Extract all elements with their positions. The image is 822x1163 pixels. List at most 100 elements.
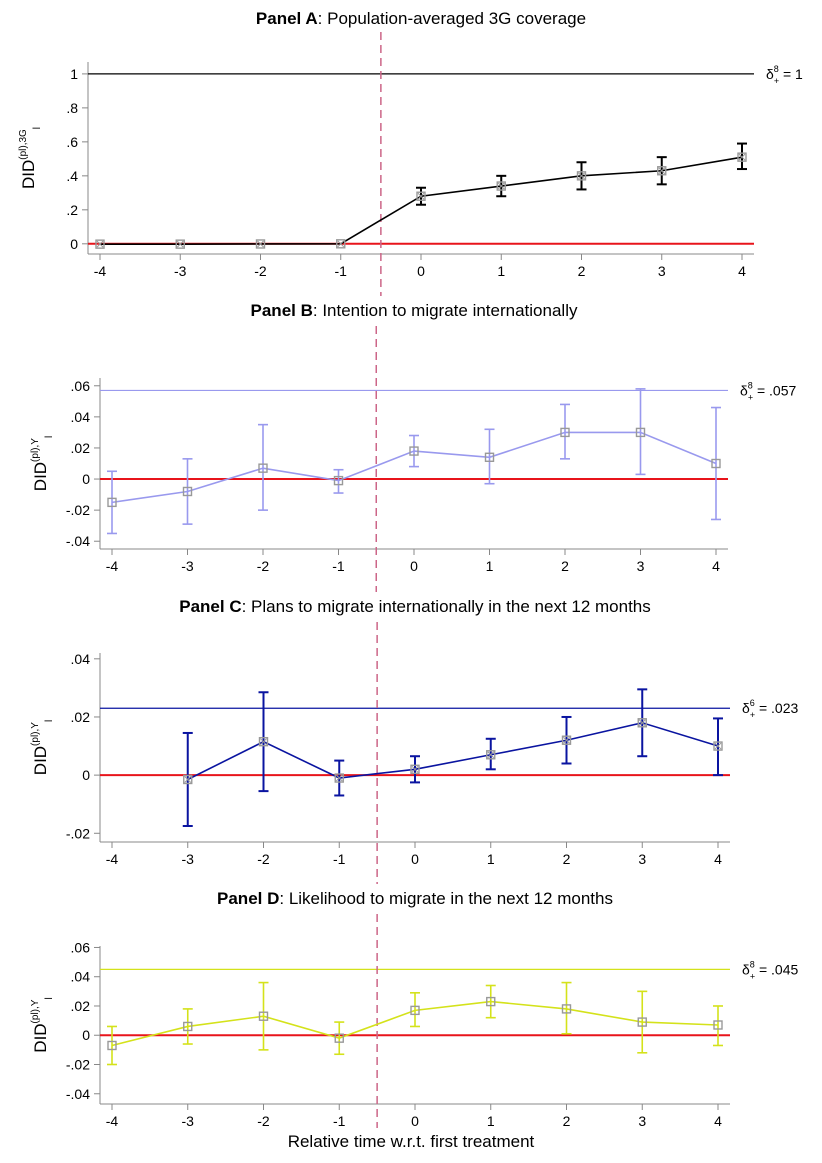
reference-label-subscript: + — [774, 76, 779, 86]
data-point-marker — [484, 452, 495, 462]
data-point-cross — [563, 736, 570, 744]
x-tick-label: 4 — [714, 851, 722, 867]
panel-title-bold: Panel C — [179, 597, 241, 616]
panel-a: Panel A: Population-averaged 3G coverage… — [18, 9, 803, 296]
x-tick-label: 4 — [714, 1113, 722, 1129]
data-point-cross — [184, 776, 192, 783]
y-axis-label-main: DID — [31, 462, 50, 491]
data-point-marker — [183, 1021, 193, 1032]
data-point-cross — [260, 738, 267, 746]
panel-title-bold: Panel A — [256, 9, 318, 28]
reference-label-superscript: 6 — [750, 698, 755, 708]
data-point-marker — [175, 239, 185, 249]
y-axis-label: DID(pl),3Gl — [18, 127, 43, 189]
x-tick-label: 0 — [417, 263, 425, 279]
y-tick-label: 0 — [82, 1027, 90, 1043]
reference-label-superscript: 8 — [748, 380, 753, 390]
y-axis-label: DID(pl),Yl — [30, 436, 55, 491]
panel-b: Panel B: Intention to migrate internatio… — [30, 301, 796, 592]
data-point-marker — [258, 736, 269, 747]
data-point-marker — [737, 152, 747, 162]
data-point-marker — [637, 1017, 647, 1027]
reference-label-superscript: 8 — [750, 959, 755, 969]
data-point-marker — [410, 1005, 420, 1016]
panel-title: Panel C: Plans to migrate internationall… — [179, 597, 651, 616]
data-point-marker — [561, 735, 572, 745]
x-tick-label: -4 — [106, 851, 119, 867]
data-point-cross — [417, 192, 425, 200]
y-axis-label-main: DID — [31, 1023, 50, 1052]
y-tick-label: .8 — [66, 100, 78, 116]
reference-label-subscript: + — [750, 710, 755, 720]
panel-title-bold: Panel D — [217, 889, 279, 908]
x-tick-label: 0 — [410, 558, 418, 574]
x-tick-label: -1 — [333, 851, 346, 867]
x-tick-label: 2 — [561, 558, 569, 574]
y-tick-label: .2 — [66, 202, 78, 218]
y-axis-label: DID(pl),Yl — [30, 720, 55, 775]
data-point-marker — [255, 239, 266, 249]
data-point-marker — [409, 446, 419, 456]
reference-label-value: = 1 — [779, 66, 803, 82]
panel-title-rest: : Likelihood to migrate in the next 12 m… — [279, 889, 613, 908]
y-tick-label: -.02 — [66, 1057, 90, 1073]
data-point-cross — [658, 167, 666, 175]
y-axis-label-superscript: (pl),Y — [30, 999, 41, 1023]
data-point-cross — [337, 240, 345, 248]
x-tick-label: -1 — [333, 1113, 346, 1129]
panel-title: Panel D: Likelihood to migrate in the ne… — [217, 889, 613, 908]
data-point-marker — [635, 427, 646, 438]
data-point-marker — [258, 1011, 269, 1021]
data-point-marker — [333, 475, 344, 486]
x-tick-label: 0 — [411, 851, 419, 867]
y-tick-label: -.02 — [66, 502, 90, 518]
data-point-cross — [411, 765, 419, 773]
reference-line-label: δ6 + = .023 — [742, 698, 798, 720]
data-point-cross — [578, 172, 585, 180]
x-tick-label: 3 — [638, 1113, 646, 1129]
x-tick-label: -2 — [257, 1113, 270, 1129]
x-tick-label: -4 — [106, 1113, 119, 1129]
x-tick-label: -2 — [257, 851, 270, 867]
reference-label-delta: δ — [742, 700, 750, 716]
y-tick-label: .04 — [71, 409, 91, 425]
y-tick-label: .06 — [71, 939, 91, 955]
y-tick-label: 1 — [70, 66, 78, 82]
y-tick-label: .02 — [71, 440, 91, 456]
data-point-marker — [713, 1020, 723, 1030]
x-tick-label: 2 — [578, 263, 586, 279]
data-point-cross — [176, 240, 184, 248]
x-tick-label: 4 — [738, 263, 746, 279]
y-tick-label: .02 — [71, 709, 91, 725]
y-tick-label: .04 — [71, 969, 91, 985]
data-point-marker — [183, 774, 193, 785]
x-tick-label: -3 — [182, 851, 195, 867]
data-point-marker — [334, 773, 344, 783]
y-tick-label: .06 — [71, 378, 91, 394]
x-tick-label: 2 — [563, 1113, 571, 1129]
x-tick-label: -3 — [174, 263, 187, 279]
data-point-marker — [560, 427, 570, 438]
panel-title-bold: Panel B — [251, 301, 313, 320]
y-tick-label: 0 — [82, 767, 90, 783]
data-point-marker — [657, 166, 667, 176]
x-tick-label: -3 — [181, 558, 194, 574]
x-tick-label: 2 — [563, 851, 571, 867]
y-axis-label-subscript: l — [44, 720, 55, 722]
x-tick-label: -1 — [332, 558, 345, 574]
data-point-marker — [107, 497, 117, 508]
y-axis-label-superscript: (pl),3G — [18, 129, 29, 160]
y-tick-label: -.04 — [66, 1086, 90, 1102]
reference-label-value: = .045 — [755, 961, 798, 977]
data-point-marker — [334, 1033, 344, 1043]
data-point-marker — [576, 171, 587, 181]
y-tick-label: .04 — [71, 651, 91, 667]
data-point-marker — [258, 463, 268, 473]
reference-label-value: = .057 — [753, 382, 796, 398]
x-tick-label: -2 — [254, 263, 267, 279]
data-point-marker — [711, 458, 721, 469]
x-tick-label: -3 — [182, 1113, 195, 1129]
data-point-marker — [182, 486, 193, 497]
data-point-marker — [336, 239, 346, 249]
data-point-marker — [486, 750, 496, 760]
